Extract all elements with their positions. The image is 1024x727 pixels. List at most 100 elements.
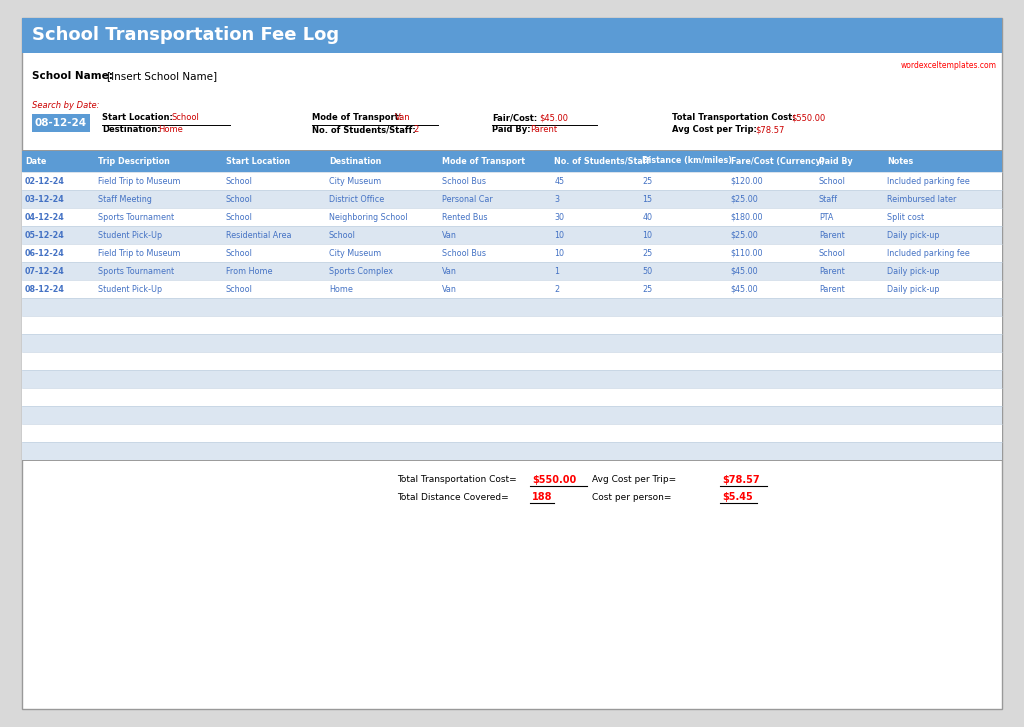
Text: Start Location:: Start Location: [102, 113, 173, 123]
Text: 3: 3 [554, 195, 559, 204]
Text: Home: Home [329, 284, 352, 294]
Text: 08-12-24: 08-12-24 [25, 284, 65, 294]
Text: Van: Van [441, 284, 457, 294]
Bar [22, 208, 1002, 226]
Bar [22, 190, 1002, 208]
Bar [22, 316, 1002, 334]
Text: PTA: PTA [819, 212, 834, 222]
Bar [22, 280, 1002, 298]
Text: Distance (km/miles): Distance (km/miles) [642, 156, 732, 166]
Text: $78.57: $78.57 [722, 475, 760, 485]
Text: City Museum: City Museum [329, 249, 381, 257]
Text: Daily pick-up: Daily pick-up [888, 230, 940, 239]
Text: $25.00: $25.00 [730, 230, 759, 239]
Text: Notes: Notes [888, 156, 913, 166]
Bar [22, 334, 1002, 352]
Text: School: School [226, 195, 253, 204]
Text: 02-12-24: 02-12-24 [25, 177, 65, 185]
Text: Avg Cost per Trip:: Avg Cost per Trip: [672, 126, 757, 134]
Bar [22, 150, 1002, 172]
Text: Reimbursed later: Reimbursed later [888, 195, 956, 204]
Text: $5.45: $5.45 [722, 492, 753, 502]
Bar [22, 352, 1002, 370]
Text: Mode of Transport:: Mode of Transport: [312, 113, 402, 123]
Text: Cost per person=: Cost per person= [592, 492, 672, 502]
Bar [22, 406, 1002, 424]
Text: School: School [329, 230, 355, 239]
Text: School Name:: School Name: [32, 71, 113, 81]
Text: District Office: District Office [329, 195, 384, 204]
Text: Avg Cost per Trip=: Avg Cost per Trip= [592, 475, 676, 484]
Text: Mode of Transport: Mode of Transport [441, 156, 524, 166]
Text: Parent: Parent [530, 126, 557, 134]
Text: Sports Complex: Sports Complex [329, 267, 393, 276]
Text: Personal Car: Personal Car [441, 195, 493, 204]
Text: Trip Description: Trip Description [98, 156, 170, 166]
Text: Home: Home [158, 126, 183, 134]
Text: Residential Area: Residential Area [226, 230, 292, 239]
Bar [22, 424, 1002, 442]
Text: Fair/Cost:: Fair/Cost: [492, 113, 538, 123]
Text: Total Transportation Cost:: Total Transportation Cost: [672, 113, 796, 123]
Text: Rented Bus: Rented Bus [441, 212, 487, 222]
Text: Field Trip to Museum: Field Trip to Museum [98, 249, 181, 257]
Text: School: School [226, 212, 253, 222]
Bar [32, 114, 90, 132]
Text: School: School [819, 249, 846, 257]
Text: $25.00: $25.00 [730, 195, 759, 204]
Bar [22, 388, 1002, 406]
Text: Daily pick-up: Daily pick-up [888, 267, 940, 276]
Text: School: School [226, 284, 253, 294]
Text: Parent: Parent [819, 230, 845, 239]
Text: $45.00: $45.00 [539, 113, 568, 123]
Text: City Museum: City Museum [329, 177, 381, 185]
Text: Staff: Staff [819, 195, 838, 204]
Text: 188: 188 [532, 492, 553, 502]
Text: No. of Students/Staff:: No. of Students/Staff: [312, 126, 416, 134]
Text: Van: Van [441, 230, 457, 239]
Text: Paid By:: Paid By: [492, 126, 530, 134]
Text: Date: Date [25, 156, 46, 166]
Text: Student Pick-Up: Student Pick-Up [98, 284, 163, 294]
Text: 06-12-24: 06-12-24 [25, 249, 65, 257]
Text: 50: 50 [642, 267, 652, 276]
Text: $110.00: $110.00 [730, 249, 763, 257]
Text: 30: 30 [554, 212, 564, 222]
Text: $45.00: $45.00 [730, 267, 758, 276]
Text: 03-12-24: 03-12-24 [25, 195, 65, 204]
Text: 07-12-24: 07-12-24 [25, 267, 65, 276]
Bar [22, 172, 1002, 190]
Text: Paid By: Paid By [819, 156, 853, 166]
Text: No. of Students/Staff: No. of Students/Staff [554, 156, 650, 166]
Text: 10: 10 [642, 230, 652, 239]
Text: Split cost: Split cost [888, 212, 925, 222]
Text: 10: 10 [554, 249, 564, 257]
Text: 08-12-24: 08-12-24 [35, 118, 87, 128]
Text: 1: 1 [554, 267, 559, 276]
Text: School Bus: School Bus [441, 177, 485, 185]
Bar [22, 298, 1002, 316]
Text: Search by Date:: Search by Date: [32, 101, 99, 110]
Bar [22, 370, 1002, 388]
Text: Included parking fee: Included parking fee [888, 177, 970, 185]
Text: 25: 25 [642, 249, 652, 257]
Text: Destination: Destination [329, 156, 381, 166]
Text: Included parking fee: Included parking fee [888, 249, 970, 257]
Bar [22, 244, 1002, 262]
Text: $120.00: $120.00 [730, 177, 763, 185]
Text: $550.00: $550.00 [791, 113, 825, 123]
Text: Total Transportation Cost=: Total Transportation Cost= [397, 475, 517, 484]
Text: School: School [226, 249, 253, 257]
Text: Fare/Cost (Currency): Fare/Cost (Currency) [730, 156, 824, 166]
Text: 10: 10 [554, 230, 564, 239]
Text: Total Distance Covered=: Total Distance Covered= [397, 492, 509, 502]
Text: School Bus: School Bus [441, 249, 485, 257]
Text: Field Trip to Museum: Field Trip to Museum [98, 177, 181, 185]
Text: Destination:: Destination: [102, 126, 161, 134]
Text: $78.57: $78.57 [755, 126, 784, 134]
Text: 40: 40 [642, 212, 652, 222]
Text: From Home: From Home [226, 267, 272, 276]
Text: 04-12-24: 04-12-24 [25, 212, 65, 222]
Bar [22, 18, 1002, 53]
Text: School: School [819, 177, 846, 185]
